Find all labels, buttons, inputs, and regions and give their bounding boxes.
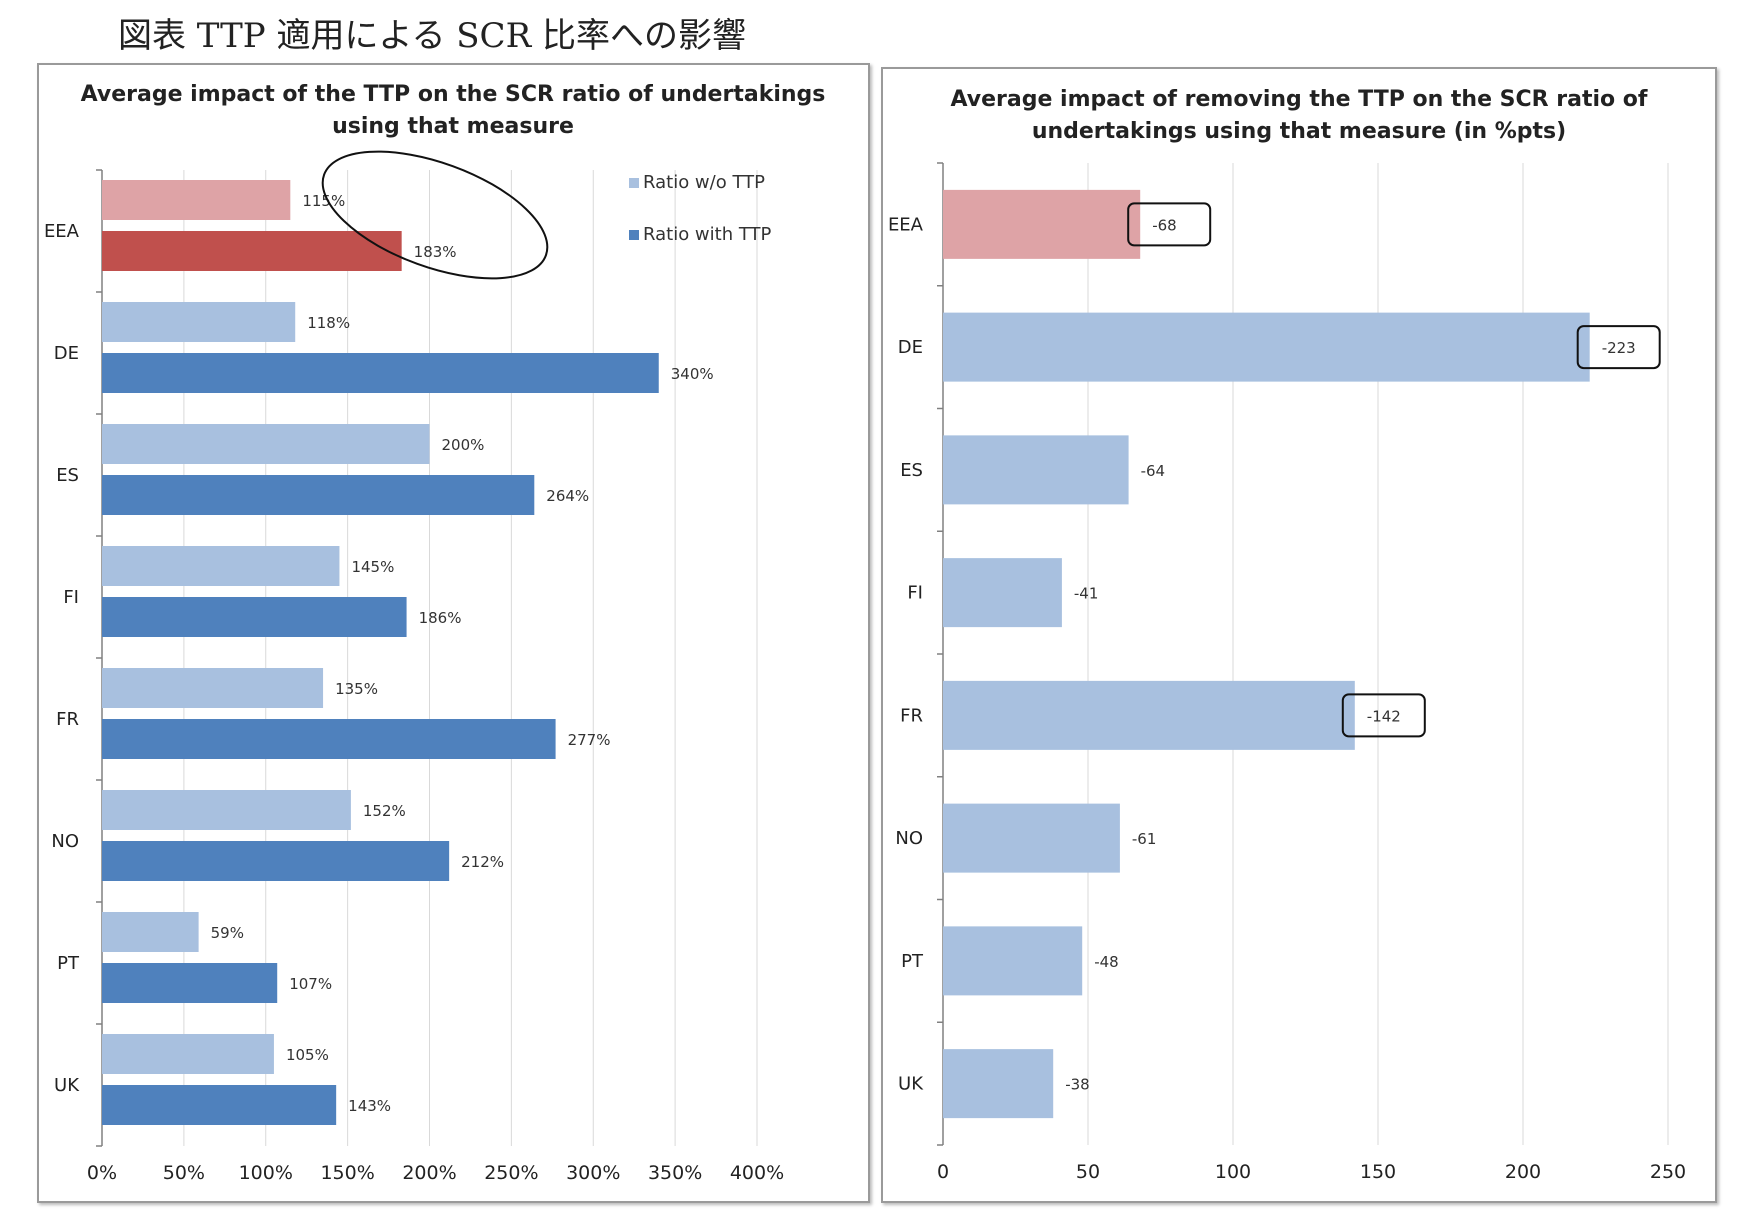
chart-title-line: Average impact of the TTP on the SCR rat…	[81, 82, 826, 107]
data-label: -68	[1152, 216, 1177, 234]
data-label: 115%	[302, 192, 345, 210]
data-label: -142	[1367, 707, 1401, 725]
bar-ratio-with-ttp	[102, 231, 402, 271]
annotation-box	[1127, 202, 1212, 247]
legend-swatch	[629, 178, 639, 188]
bar-removal-impact	[943, 680, 1355, 750]
category-label: ES	[56, 465, 79, 486]
bar-ratio-with-ttp	[102, 719, 556, 759]
x-tick-label: 250	[1650, 1161, 1686, 1183]
bar-ratio-without-ttp	[102, 912, 199, 952]
bar-ratio-with-ttp	[102, 1085, 337, 1125]
bar-ratio-with-ttp	[102, 353, 659, 393]
bar-removal-impact	[943, 435, 1129, 505]
annotation-box	[1576, 325, 1661, 370]
x-tick-label: 300%	[566, 1162, 620, 1184]
category-label: FI	[907, 583, 923, 604]
data-label: -64	[1141, 462, 1166, 480]
data-label: 186%	[419, 609, 462, 627]
data-label: 277%	[568, 731, 611, 749]
category-label: UK	[898, 1074, 924, 1095]
removal-impact-chart: Average impact of removing the TTP on th…	[888, 87, 1686, 1183]
data-label: 107%	[289, 975, 332, 993]
x-tick-label: 100	[1215, 1161, 1251, 1183]
x-tick-label: 0	[937, 1161, 949, 1183]
data-label: 118%	[307, 314, 350, 332]
category-label: PT	[901, 951, 924, 972]
category-label: FR	[900, 705, 923, 726]
data-label: 105%	[286, 1046, 329, 1064]
bar-ratio-with-ttp	[102, 475, 535, 515]
bar-ratio-without-ttp	[102, 790, 351, 830]
bar-ratio-without-ttp	[102, 424, 430, 464]
category-label: ES	[900, 460, 923, 481]
category-label: UK	[54, 1075, 80, 1096]
category-label: DE	[898, 337, 923, 358]
chart-title-line: undertakings using that measure (in %pts…	[1032, 119, 1566, 144]
x-tick-label: 200%	[402, 1162, 456, 1184]
data-label: -48	[1094, 953, 1119, 971]
legend-label: Ratio w/o TTP	[643, 172, 765, 193]
category-label: EEA	[44, 221, 80, 242]
chart-title-line: Average impact of removing the TTP on th…	[951, 87, 1648, 112]
x-tick-label: 350%	[648, 1162, 702, 1184]
category-label: PT	[57, 953, 80, 974]
data-label: 212%	[461, 853, 504, 871]
bar-removal-impact	[943, 926, 1083, 996]
bar-removal-impact	[943, 312, 1590, 382]
category-label: FI	[63, 587, 79, 608]
data-label: 200%	[442, 436, 485, 454]
bar-ratio-with-ttp	[102, 963, 278, 1003]
bar-ratio-without-ttp	[102, 180, 291, 220]
data-label: 145%	[351, 558, 394, 576]
x-tick-label: 400%	[730, 1162, 784, 1184]
data-label: 135%	[335, 680, 378, 698]
ratio-chart: Average impact of the TTP on the SCR rat…	[44, 82, 826, 1184]
category-label: NO	[51, 831, 79, 852]
data-label: -38	[1065, 1076, 1090, 1094]
data-label: 59%	[211, 924, 244, 942]
x-tick-label: 50%	[163, 1162, 205, 1184]
x-tick-label: 150%	[320, 1162, 374, 1184]
bar-ratio-without-ttp	[102, 1034, 274, 1074]
annotation-box	[1341, 693, 1426, 738]
data-label: -61	[1132, 830, 1157, 848]
category-label: DE	[54, 343, 79, 364]
annotation-ellipse	[321, 150, 549, 280]
chart-panel-right: Average impact of removing the TTP on th…	[881, 67, 1717, 1203]
page-title: 図表 TTP 適用による SCR 比率への影響	[118, 16, 746, 56]
x-tick-label: 100%	[239, 1162, 293, 1184]
bar-removal-impact	[943, 1049, 1054, 1119]
category-label: FR	[56, 709, 79, 730]
x-tick-label: 150	[1360, 1161, 1396, 1183]
bar-ratio-with-ttp	[102, 597, 407, 637]
x-tick-label: 0%	[87, 1162, 117, 1184]
bar-removal-impact	[943, 189, 1141, 259]
bar-ratio-without-ttp	[102, 668, 324, 708]
data-label: 340%	[671, 365, 714, 383]
x-tick-label: 250%	[484, 1162, 538, 1184]
x-tick-label: 200	[1505, 1161, 1541, 1183]
bar-ratio-without-ttp	[102, 546, 340, 586]
bar-removal-impact	[943, 558, 1062, 628]
chart-title-line: using that measure	[332, 114, 574, 139]
category-label: EEA	[888, 214, 924, 235]
bar-ratio-without-ttp	[102, 302, 296, 342]
bar-ratio-with-ttp	[102, 841, 450, 881]
data-label: 264%	[546, 487, 589, 505]
data-label: 143%	[348, 1097, 391, 1115]
x-tick-label: 50	[1076, 1161, 1100, 1183]
data-label: -223	[1602, 339, 1636, 357]
data-label: 152%	[363, 802, 406, 820]
category-label: NO	[895, 828, 923, 849]
chart-panel-left: Average impact of the TTP on the SCR rat…	[37, 63, 870, 1203]
data-label: 183%	[414, 243, 457, 261]
data-label: -41	[1074, 585, 1099, 603]
legend-swatch	[629, 230, 639, 240]
bar-removal-impact	[943, 803, 1120, 873]
legend-label: Ratio with TTP	[643, 224, 772, 245]
